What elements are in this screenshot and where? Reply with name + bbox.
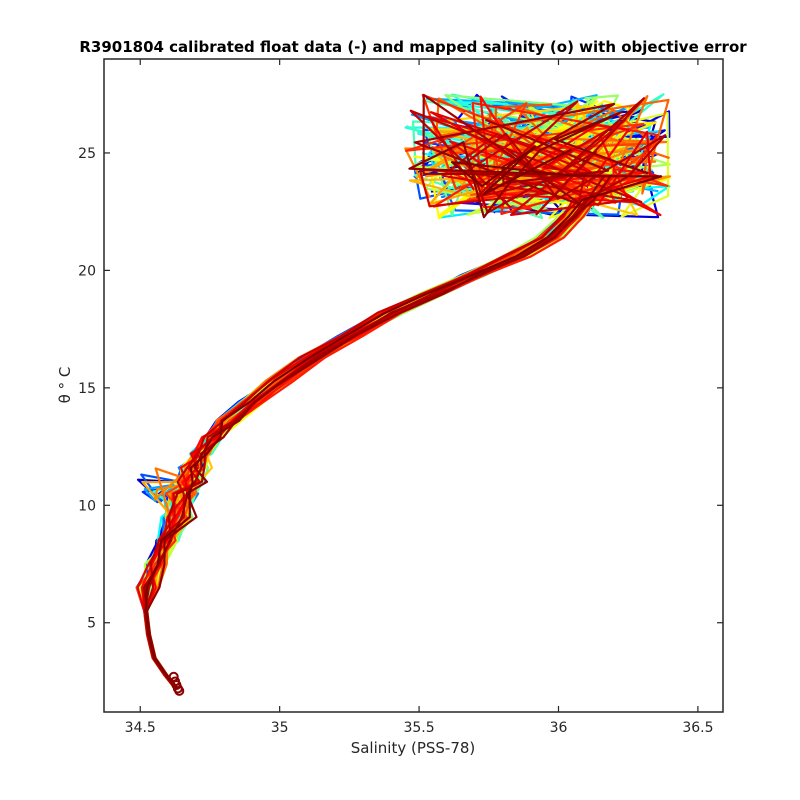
x-tick-label: 35 [271,720,289,736]
x-tick-label: 35.5 [403,720,434,736]
y-axis-label: θ ° C [56,367,74,404]
y-tick-label: 5 [87,616,96,632]
x-tick-label: 34.5 [125,720,156,736]
mapped-salinity-marker [174,685,185,696]
x-tick-label: 36.5 [682,720,713,736]
y-tick-label: 15 [78,381,96,397]
axes-box [103,58,724,713]
profile-line [145,110,649,690]
y-tick-label: 10 [78,498,96,514]
plot-area [135,93,672,696]
mapped-salinity-marker [168,671,179,682]
y-axis: 5 10 15 20 25 [78,146,723,632]
y-tick-label: 25 [78,146,96,162]
y-tick-label: 20 [78,263,96,279]
chart-title: R3901804 calibrated float data (-) and m… [79,38,747,56]
x-axis: 34.5 35 35.5 36 36.5 [125,59,713,736]
x-axis-label: Salinity (PSS-78) [351,739,476,757]
x-tick-label: 36 [550,720,568,736]
profile-line [144,145,663,690]
